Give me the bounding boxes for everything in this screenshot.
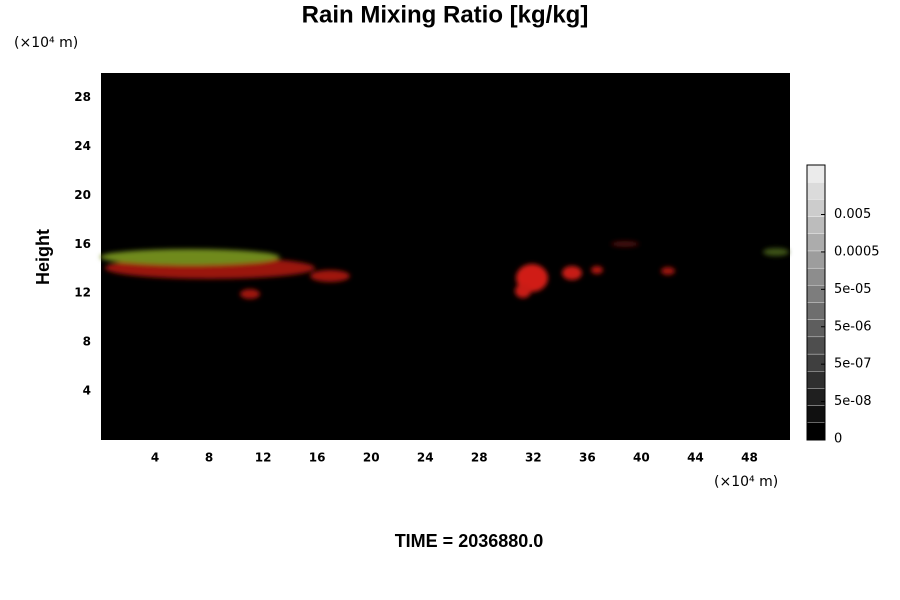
rain-region: [310, 270, 350, 282]
y-tick-label: 12: [74, 286, 91, 300]
rain-region: [763, 248, 789, 256]
x-tick-label: 16: [309, 451, 326, 465]
x-tick-label: 48: [741, 451, 758, 465]
colorbar-tick-label: 0: [834, 432, 842, 447]
rain-region: [591, 266, 603, 274]
colorbar-frame: [806, 164, 826, 441]
colorbar-tick-label: 0.0005: [834, 244, 880, 259]
x-tick-label: 12: [255, 451, 272, 465]
colorbar-band: [806, 267, 826, 286]
field: [100, 241, 789, 299]
time-label: TIME = 2036880.0: [395, 531, 544, 551]
rain-region: [240, 289, 260, 299]
colorbar-band: [806, 405, 826, 423]
x-tick-label: 32: [525, 451, 542, 465]
x-tick-label: 8: [205, 451, 213, 465]
colorbar-band: [806, 353, 826, 372]
colorbar-band: [806, 285, 826, 303]
colorbar-tick-label: 0.005: [834, 207, 871, 222]
chart-title: Rain Mixing Ratio [kg/kg]: [302, 1, 589, 28]
x-tick-label: 36: [579, 451, 596, 465]
colorbar-band: [806, 199, 826, 217]
colorbar-band: [806, 302, 826, 320]
y-tick-label: 20: [74, 188, 91, 202]
x-tick-label: 28: [471, 451, 488, 465]
x-unit: (×10⁴ m): [714, 474, 778, 490]
x-tick-label: 20: [363, 451, 380, 465]
y-tick-label: 8: [83, 335, 91, 349]
colorbar-band: [806, 250, 826, 269]
y-unit: (×10⁴ m): [14, 35, 78, 51]
x-tick-label: 24: [417, 451, 434, 465]
y-tick-label: 28: [74, 90, 91, 104]
colorbar-tick-label: 5e-05: [834, 282, 872, 297]
y-tick-label: 24: [74, 139, 91, 153]
colorbar-band: [806, 422, 826, 441]
rain-region: [562, 266, 582, 280]
x-tick-label: 4: [151, 451, 159, 465]
rain-region: [100, 249, 280, 265]
rain-region: [515, 284, 531, 298]
y-axis-label: Height: [33, 229, 53, 285]
colorbar-band: [806, 371, 826, 389]
colorbar-band: [806, 164, 826, 183]
colorbar-band: [806, 233, 826, 252]
y-tick-label: 16: [74, 237, 91, 251]
colorbar-band: [806, 319, 826, 338]
colorbar-tick-label: 5e-07: [834, 357, 872, 372]
rain-region: [611, 241, 639, 247]
x-tick-label: 40: [633, 451, 650, 465]
colorbar-band: [806, 182, 826, 200]
colorbar-tick-label: 5e-06: [834, 319, 872, 334]
colorbar-band: [806, 216, 826, 234]
y-tick-label: 4: [83, 384, 91, 398]
colorbar-band: [806, 388, 826, 406]
x-tick-label: 44: [687, 451, 704, 465]
colorbar-tick-label: 5e-08: [834, 394, 872, 409]
colorbar-band: [806, 336, 826, 355]
rain-region: [661, 267, 675, 275]
